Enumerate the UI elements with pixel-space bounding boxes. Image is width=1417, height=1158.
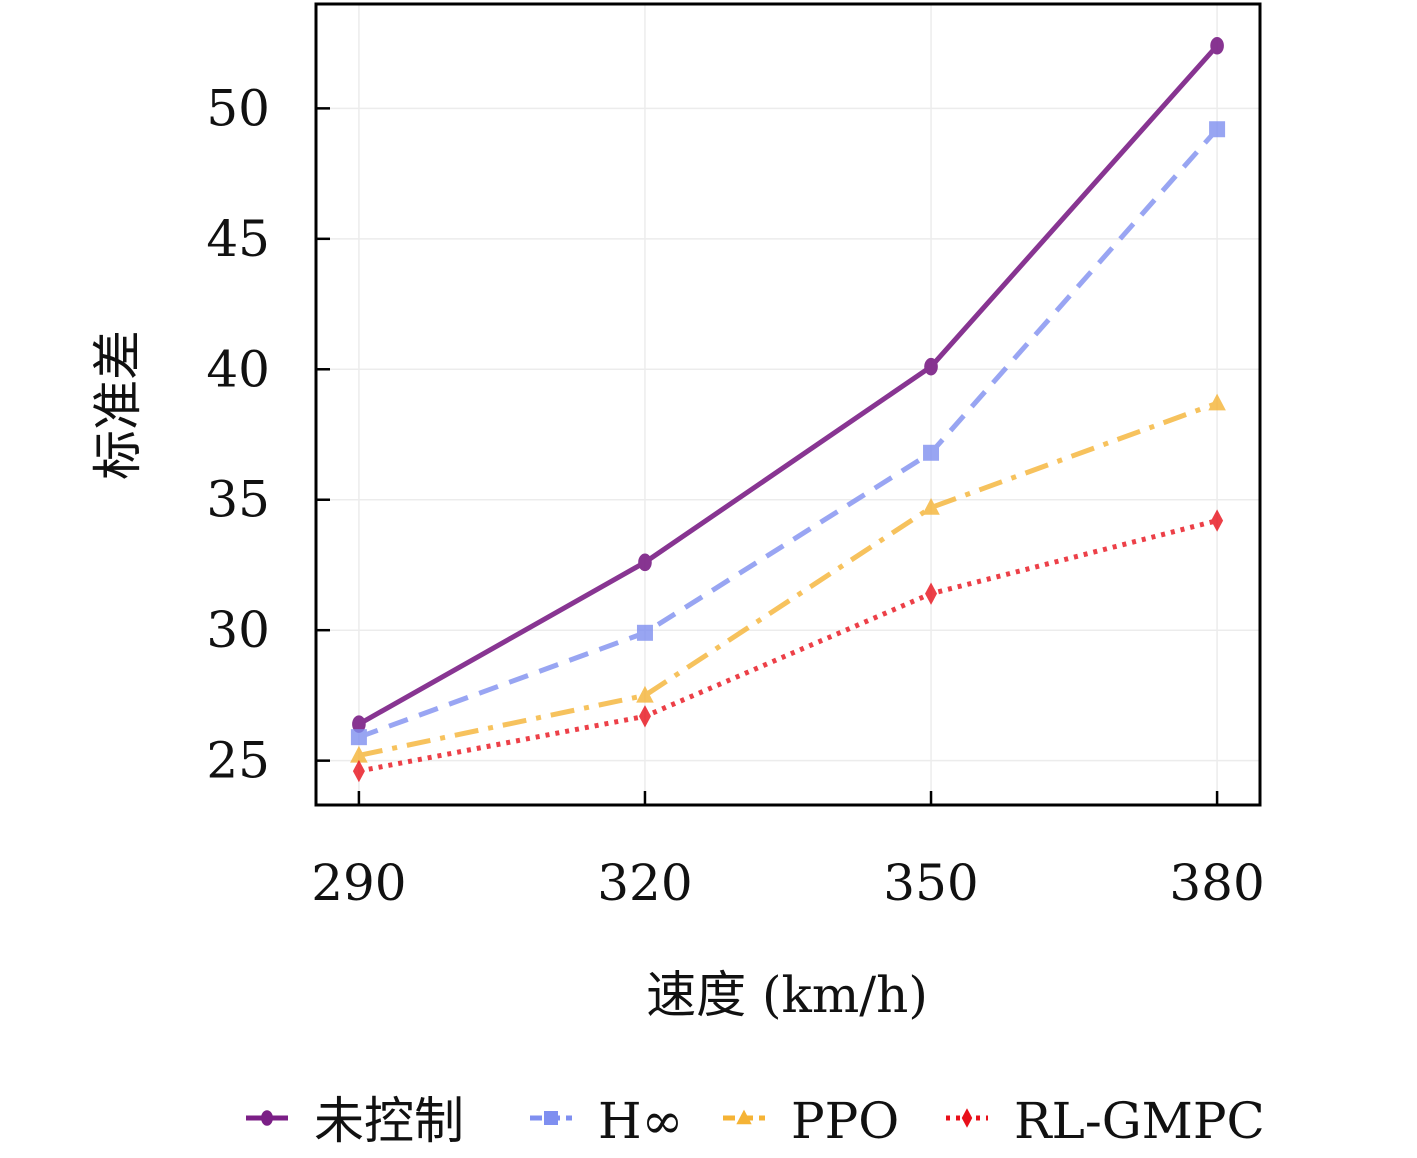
series-3	[350, 393, 1226, 763]
data-point	[1210, 36, 1224, 55]
series-line	[358, 518, 1218, 774]
series-line	[357, 44, 1219, 727]
data-point	[1209, 121, 1226, 138]
data-point	[925, 582, 938, 605]
data-point	[1211, 509, 1224, 532]
series-1	[352, 36, 1224, 733]
legend-entry: H∞	[530, 1092, 683, 1150]
legend-entry: RL-GMPC	[946, 1092, 1265, 1150]
y-tick-label: 35	[206, 471, 270, 529]
legend-swatch-marker	[736, 1109, 752, 1125]
axis-ticks: 25 30 35 40 45 50 290 320 350 380	[206, 79, 1264, 912]
series-4	[352, 509, 1224, 783]
series-layer	[350, 36, 1226, 783]
legend-entry: 未控制	[246, 1092, 464, 1150]
y-tick-label: 30	[206, 601, 270, 659]
series-line	[358, 400, 1218, 758]
plot-frame	[314, 2, 1262, 807]
legend-swatch-marker	[544, 1111, 558, 1125]
y-tick-label: 40	[206, 340, 270, 398]
x-tick-label: 380	[1169, 854, 1264, 912]
data-point	[638, 553, 652, 572]
data-point	[924, 357, 938, 376]
legend-label: RL-GMPC	[1014, 1092, 1265, 1150]
data-point	[350, 745, 368, 763]
legend-label: PPO	[791, 1092, 899, 1150]
legend-entry: PPO	[723, 1092, 899, 1150]
data-point	[1208, 393, 1226, 411]
data-point	[922, 497, 940, 515]
y-tick-label: 50	[206, 79, 270, 137]
data-point	[636, 624, 653, 641]
legend-swatch-marker	[261, 1110, 273, 1126]
x-tick-label: 350	[883, 854, 978, 912]
x-axis-title: 速度 (km/h)	[646, 966, 928, 1024]
series-2	[350, 121, 1226, 746]
legend-label: H∞	[598, 1092, 683, 1150]
x-tick-label: 320	[597, 854, 692, 912]
y-tick-label: 25	[206, 732, 270, 790]
data-point	[352, 715, 366, 733]
data-point	[350, 729, 367, 746]
data-point	[638, 705, 651, 728]
legend: 未控制 H∞ PPO RL-GMPC	[246, 1092, 1265, 1150]
data-point	[636, 685, 654, 703]
legend-swatch-marker	[961, 1108, 973, 1128]
data-point	[923, 444, 940, 461]
legend-label: 未控制	[314, 1092, 464, 1150]
x-tick-label: 290	[311, 854, 406, 912]
data-point	[352, 759, 365, 783]
y-tick-label: 45	[206, 210, 270, 268]
y-axis-title: 标准差	[89, 330, 147, 480]
